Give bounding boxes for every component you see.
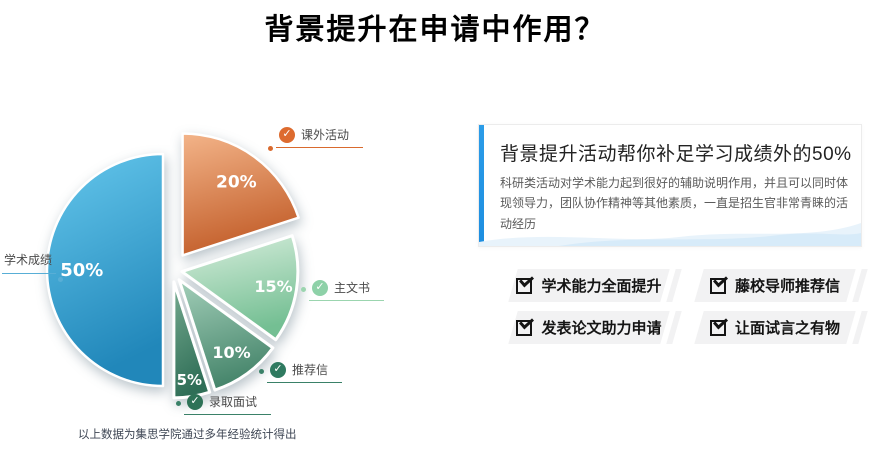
pie-percent-label: 20% xyxy=(216,172,257,192)
legend-label: 课外活动 xyxy=(301,128,350,142)
legend-label: 录取面试 xyxy=(209,395,258,409)
page-title: 背景提升在申请中作用？ xyxy=(264,14,606,46)
feature-tag-recommendation: 藤校导师推荐信 xyxy=(694,269,856,302)
data-source-caption: 以上数据为集思学院通过多年经验统计得出 xyxy=(78,429,297,441)
feature-label: 让面试言之有物 xyxy=(734,320,840,337)
feature-tag-interview: 让面试言之有物 xyxy=(694,311,856,344)
leader-dot xyxy=(58,277,64,282)
check-circle-icon: ✓ xyxy=(187,393,203,410)
info-card: 背景提升活动帮你补足学习成绩外的50% 科研类活动对学术能力起到很好的辅助说明作… xyxy=(478,124,862,247)
legend-label: 推荐信 xyxy=(292,363,329,377)
leader-dot xyxy=(268,146,273,151)
pie-slice-学术成绩 xyxy=(45,152,165,388)
legend-label: 学术成绩 xyxy=(4,253,53,267)
feature-tag-publication: 发表论文助力申请 xyxy=(508,311,670,344)
legend-main-essay: ✓ 主文书 xyxy=(301,279,385,301)
pie-percent-label: 50% xyxy=(60,260,103,281)
check-circle-icon: ✓ xyxy=(279,126,295,143)
pie-slice-主文书 xyxy=(180,234,300,342)
feature-tag-academic: 学术能力全面提升 xyxy=(508,269,670,302)
leader-dot xyxy=(259,369,264,374)
card-title: 背景提升活动帮你补足学习成绩外的50% xyxy=(500,144,852,165)
legend-academic: 学术成绩 xyxy=(2,251,64,282)
card-body-text: 科研类活动对学术能力起到很好的辅助说明作用，并且可以同时体现领导力，团队协作精神… xyxy=(500,176,849,231)
pie-slice-推荐信 xyxy=(177,278,275,392)
wave-decoration xyxy=(479,223,861,246)
legend-label: 主文书 xyxy=(334,281,371,295)
checkbox-checked-icon xyxy=(516,319,533,336)
legend-extracurricular: ✓ 课外活动 xyxy=(268,126,364,151)
checkbox-checked-icon xyxy=(709,319,726,336)
card-accent-bar xyxy=(479,125,484,246)
check-circle-icon: ✓ xyxy=(270,361,286,378)
feature-label: 学术能力全面提升 xyxy=(541,278,662,295)
feature-label: 发表论文助力申请 xyxy=(541,320,662,337)
pie-percent-label: 15% xyxy=(254,277,292,296)
pie-percent-label: 10% xyxy=(212,343,250,362)
leader-dot xyxy=(301,287,306,292)
checkbox-checked-icon xyxy=(709,277,726,294)
pie-slice-课外活动 xyxy=(181,132,300,257)
feature-label: 藤校导师推荐信 xyxy=(734,278,840,295)
pie-percent-label: 5% xyxy=(177,371,202,389)
leader-dot xyxy=(176,401,181,406)
legend-recommendation: ✓ 推荐信 xyxy=(259,361,343,383)
legend-interview: ✓ 录取面试 xyxy=(176,393,272,415)
checkbox-checked-icon xyxy=(516,277,533,294)
check-circle-icon: ✓ xyxy=(312,279,328,296)
pie-chart: 20% 15% 10% 5% 50% xyxy=(45,132,300,400)
